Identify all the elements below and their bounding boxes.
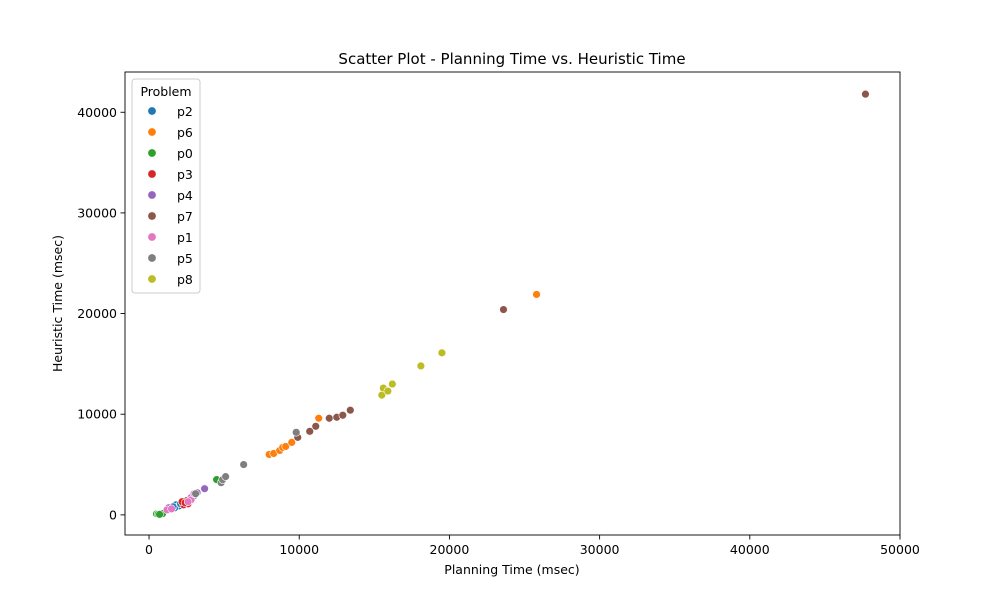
legend-label-p0: p0: [177, 146, 193, 161]
legend-marker-p0: [147, 148, 157, 158]
legend-marker-p8: [147, 274, 157, 284]
x-tick-label: 0: [145, 542, 153, 557]
data-point-p8: [383, 386, 393, 396]
y-tick-label: 20000: [77, 306, 117, 321]
legend-label-p3: p3: [177, 167, 193, 182]
plot-area: [124, 71, 901, 536]
legend-marker-p2: [147, 106, 157, 116]
data-point-p5: [221, 472, 230, 481]
x-axis: 0 10000 20000 30000 40000 50000: [145, 535, 920, 557]
data-point-p1: [183, 497, 193, 506]
y-tick-label: 40000: [77, 105, 117, 120]
legend-items: p2 p6 p0 p3 p4 p7 p1 p5 p8: [147, 104, 193, 287]
x-tick-label: 30000: [580, 542, 620, 557]
legend-label-p1: p1: [177, 230, 193, 245]
y-tick-label: 0: [109, 507, 117, 522]
data-point-p7: [325, 414, 334, 423]
data-point-p6: [281, 442, 290, 451]
x-tick-label: 50000: [880, 542, 920, 557]
y-axis-label: Heuristic Time (msec): [50, 235, 65, 372]
legend-title: Problem: [140, 84, 191, 99]
legend-label-p6: p6: [177, 125, 193, 140]
legend-label-p8: p8: [177, 272, 193, 287]
data-point-p7: [861, 89, 870, 99]
data-point-p8: [416, 361, 426, 371]
data-point-p1: [167, 504, 176, 514]
legend: Problem p2 p6 p0 p3 p4 p7 p1 p5 p8: [131, 78, 201, 294]
data-point-p6: [287, 438, 296, 447]
x-tick-label: 40000: [730, 542, 770, 557]
legend-marker-p7: [147, 211, 157, 221]
legend-marker-p4: [147, 190, 157, 200]
legend-marker-p3: [147, 169, 157, 179]
data-point-p6: [314, 414, 323, 423]
y-tick-label: 30000: [77, 205, 117, 220]
x-axis-label: Planning Time (msec): [444, 562, 579, 577]
data-point-p7: [311, 422, 320, 431]
legend-label-p4: p4: [177, 188, 193, 203]
data-point-p5: [239, 460, 248, 469]
data-point-p7: [499, 305, 508, 314]
data-points: [152, 89, 870, 519]
chart-title: Scatter Plot - Planning Time vs. Heurist…: [338, 50, 685, 68]
data-point-p7: [346, 405, 355, 415]
data-point-p8: [437, 348, 447, 358]
legend-label-p5: p5: [177, 251, 193, 266]
data-point-p5: [191, 489, 200, 498]
data-point-p0: [155, 510, 164, 519]
legend-marker-p5: [147, 253, 157, 263]
legend-label-p7: p7: [177, 209, 193, 224]
x-tick-label: 20000: [430, 542, 470, 557]
data-point-p4: [200, 484, 209, 493]
x-tick-label: 10000: [279, 542, 319, 557]
legend-marker-p1: [147, 232, 157, 242]
data-point-p7: [305, 427, 314, 436]
legend-marker-p6: [147, 127, 157, 137]
data-point-p5: [292, 428, 301, 437]
y-tick-label: 10000: [77, 407, 117, 422]
data-point-p6: [532, 290, 541, 299]
legend-label-p2: p2: [177, 104, 193, 119]
data-point-p7: [338, 411, 347, 420]
y-axis: 0 10000 20000 30000 40000: [77, 105, 125, 522]
data-point-p8: [388, 379, 397, 389]
